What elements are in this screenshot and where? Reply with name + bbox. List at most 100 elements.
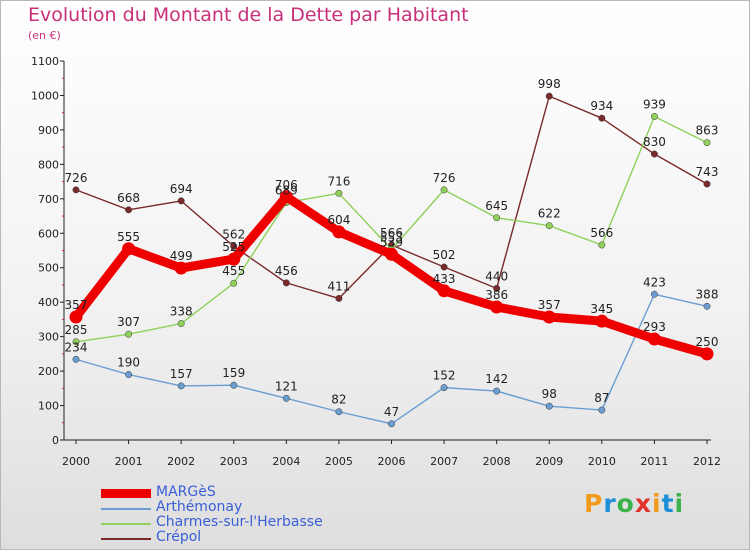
data-point <box>700 347 714 361</box>
data-labels-layer: 726 668 694 562 456 411 566 502 440 998 934 830 743 2… <box>65 77 719 419</box>
data-point <box>332 225 346 239</box>
legend-label: Arthémonay <box>156 499 243 515</box>
data-point <box>335 408 343 416</box>
data-point <box>227 252 241 266</box>
legend-item: Charmes-sur-l'Herbasse <box>101 514 361 531</box>
data-label: 939 <box>643 97 666 111</box>
legend-swatch <box>101 523 151 525</box>
data-point <box>542 310 556 324</box>
data-point <box>545 92 553 100</box>
data-label: 338 <box>170 305 193 319</box>
data-label: 152 <box>433 369 456 383</box>
data-label: 157 <box>170 367 193 381</box>
legend: MARGèS Arthémonay Charmes-sur-l'Herbasse Cr… <box>101 484 361 546</box>
x-tick-label: 2005 <box>325 455 353 468</box>
y-tick-label: 0 <box>52 434 59 447</box>
data-label: 622 <box>538 207 561 221</box>
logo-letter: r <box>603 489 617 518</box>
data-label: 726 <box>433 171 456 185</box>
data-label: 433 <box>433 272 456 286</box>
legend-label: Charmes-sur-l'Herbasse <box>156 514 323 530</box>
legend-label: MARGèS <box>156 484 216 500</box>
data-label: 830 <box>643 135 666 149</box>
x-tick-label: 2010 <box>588 455 616 468</box>
data-label: 456 <box>275 264 298 278</box>
x-tick-label: 2004 <box>272 455 300 468</box>
x-tick-label: 2003 <box>220 455 248 468</box>
data-point <box>335 294 343 302</box>
data-label: 250 <box>696 335 719 349</box>
logo-letter: o <box>616 489 635 518</box>
data-point <box>125 371 133 378</box>
data-point <box>72 186 80 194</box>
data-point <box>174 261 188 275</box>
data-point <box>650 150 658 158</box>
logo-letter: i <box>652 489 662 518</box>
data-label: 345 <box>590 302 613 316</box>
data-label: 998 <box>538 77 561 91</box>
data-point <box>595 314 609 328</box>
legend-label: Crépol <box>156 529 202 545</box>
legend-swatch <box>101 508 151 510</box>
series-layer <box>69 92 714 428</box>
data-label: 499 <box>170 249 193 263</box>
x-tick-label: 2012 <box>693 455 721 468</box>
x-tick-label: 2000 <box>62 455 90 468</box>
data-label: 98 <box>542 387 557 401</box>
y-tick-label: 100 <box>38 400 59 413</box>
data-point <box>177 382 185 390</box>
data-point <box>545 402 553 410</box>
data-label: 726 <box>65 171 88 185</box>
data-label: 285 <box>65 323 88 337</box>
legend-swatch <box>101 538 151 540</box>
data-point <box>440 384 448 392</box>
data-point <box>177 320 185 327</box>
data-point <box>703 180 711 188</box>
data-point <box>125 330 133 338</box>
proxiti-logo: Proxiti <box>584 489 684 518</box>
data-label: 863 <box>696 124 719 138</box>
data-label: 555 <box>117 230 140 244</box>
x-tick-label: 2002 <box>167 455 195 468</box>
x-tick-label: 2009 <box>535 455 563 468</box>
data-label: 694 <box>170 182 193 196</box>
data-point <box>335 189 343 197</box>
data-label: 386 <box>485 288 508 302</box>
data-label: 82 <box>331 393 346 407</box>
x-tick-label: 2007 <box>430 455 458 468</box>
data-point <box>490 300 504 314</box>
y-tick-label: 800 <box>38 158 59 171</box>
chart-unit-label: (en €) <box>28 29 61 42</box>
data-label: 159 <box>222 366 245 380</box>
data-point <box>437 284 451 298</box>
legend-item: Crépol <box>101 529 361 546</box>
data-label: 234 <box>65 340 88 354</box>
data-label: 525 <box>222 240 245 254</box>
x-tick-label: 2006 <box>378 455 406 468</box>
y-tick-label: 400 <box>38 296 59 309</box>
logo-letter: i <box>674 489 685 518</box>
data-label: 357 <box>538 298 561 312</box>
data-point <box>598 406 606 414</box>
data-point <box>230 381 238 389</box>
data-label: 293 <box>643 320 666 334</box>
data-label: 47 <box>384 405 399 419</box>
y-tick-label: 1100 <box>31 55 59 68</box>
legend-item: MARGèS <box>101 484 361 501</box>
data-label: 689 <box>275 184 298 198</box>
y-tick-label: 200 <box>38 365 59 378</box>
data-label: 388 <box>696 287 719 301</box>
data-point <box>122 242 136 256</box>
data-label: 934 <box>590 99 613 113</box>
y-tick-label: 500 <box>38 262 59 275</box>
data-point <box>72 355 80 363</box>
data-point <box>440 263 448 271</box>
data-point <box>385 247 398 261</box>
data-point <box>72 338 80 346</box>
data-label: 440 <box>485 269 508 283</box>
data-label: 307 <box>117 315 140 329</box>
data-label: 566 <box>590 226 613 240</box>
data-point <box>650 290 658 298</box>
